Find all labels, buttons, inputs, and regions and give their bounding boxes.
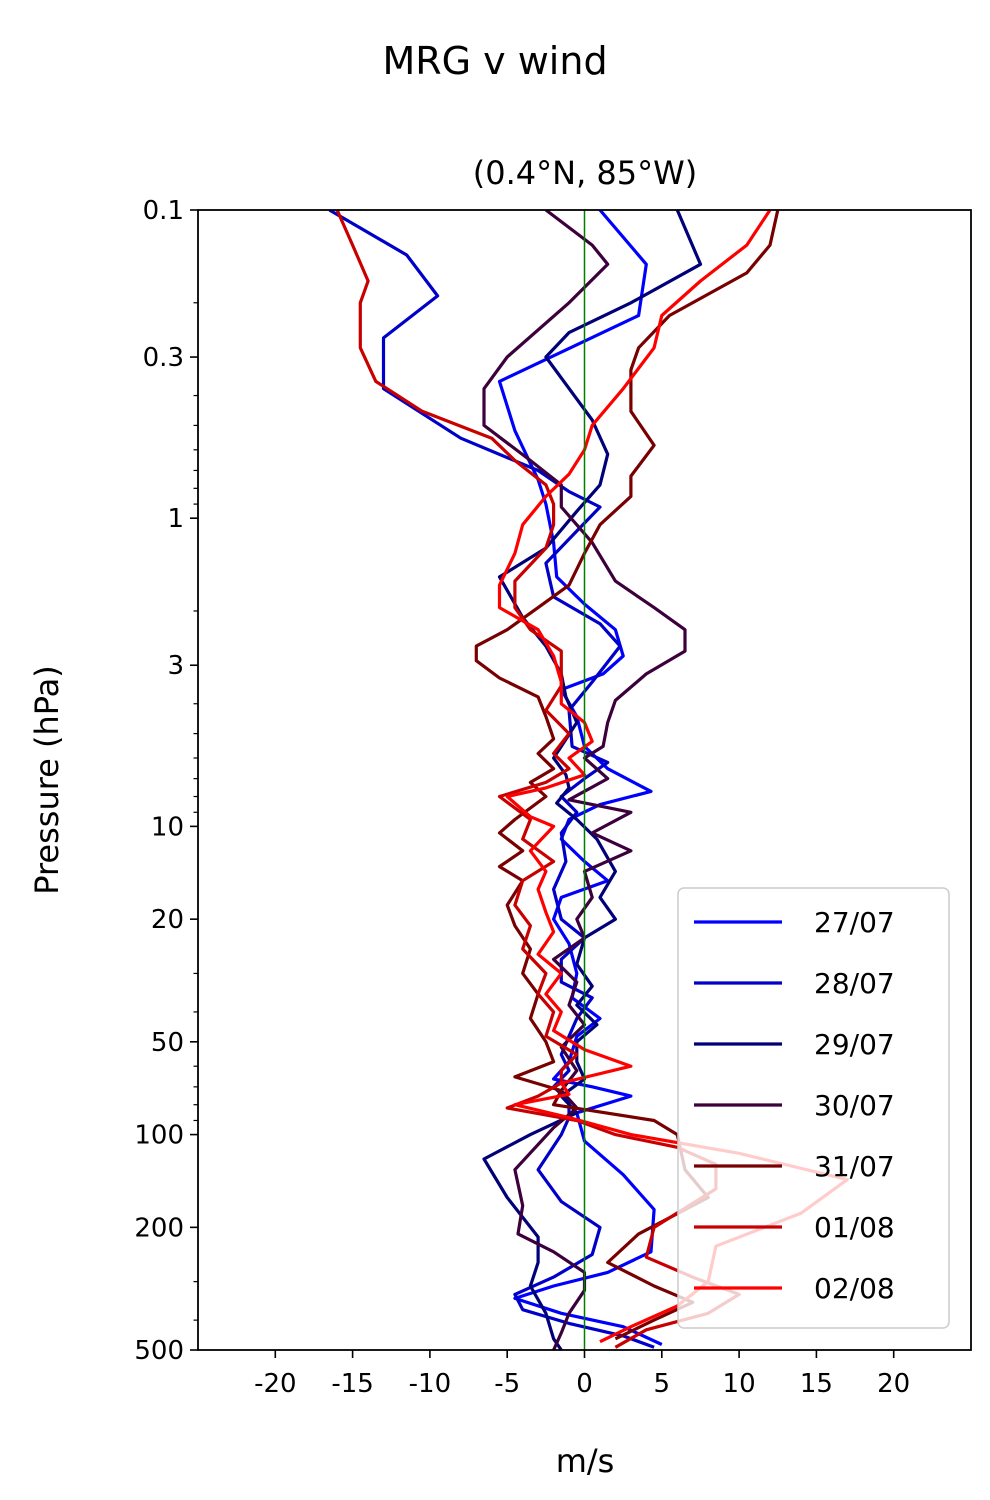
x-tick-label: -15	[331, 1369, 373, 1399]
series-line-3	[482, 210, 687, 1350]
legend-box	[677, 887, 950, 1329]
y-axis: 0.1 0.3 1 3 10 20 50 100 200 500	[134, 196, 198, 1366]
series-line-4	[474, 210, 780, 1341]
series-line-1	[328, 210, 655, 1349]
y-tick-label: 1	[167, 504, 184, 534]
legend-label: 27/07	[814, 906, 895, 939]
legend-label: 30/07	[814, 1089, 895, 1122]
x-tick-label: 15	[800, 1369, 833, 1399]
x-tick-label: -20	[254, 1369, 296, 1399]
series-line-6	[497, 210, 849, 1344]
y-tick-label: 200	[134, 1213, 184, 1243]
y-tick-label: 100	[134, 1121, 184, 1151]
y-tick-label: 20	[151, 905, 184, 935]
legend-label: 01/08	[814, 1211, 895, 1244]
x-tick-label: 5	[654, 1369, 671, 1399]
y-tick-label: 10	[151, 812, 184, 842]
chart-title: MRG v wind	[382, 39, 607, 83]
x-tick-label: -5	[494, 1369, 520, 1399]
x-tick-label: 0	[576, 1369, 593, 1399]
legend-label: 28/07	[814, 967, 895, 1000]
x-axis-label: m/s	[556, 1442, 615, 1480]
legend-label: 29/07	[814, 1028, 895, 1061]
x-tick-label: 10	[723, 1369, 756, 1399]
series-line-2	[482, 210, 703, 1350]
legend: 27/07 28/07 29/07 30/07 31/07 01/08 02/08	[677, 887, 950, 1329]
legend-label: 02/08	[814, 1272, 895, 1305]
series-layer	[328, 210, 849, 1350]
legend-label: 31/07	[814, 1150, 895, 1183]
y-tick-label: 0.3	[143, 343, 184, 373]
y-tick-label: 50	[151, 1028, 184, 1058]
y-tick-label: 500	[134, 1336, 184, 1366]
x-axis: -20 -15 -10 -5 0 5 10 15 20	[254, 1350, 910, 1399]
y-tick-label: 0.1	[143, 196, 184, 226]
chart-subtitle: (0.4°N, 85°W)	[473, 154, 698, 192]
x-tick-label: -10	[409, 1369, 451, 1399]
y-tick-label: 3	[167, 651, 184, 681]
x-tick-label: 20	[877, 1369, 910, 1399]
y-axis-label: Pressure (hPa)	[28, 665, 66, 895]
